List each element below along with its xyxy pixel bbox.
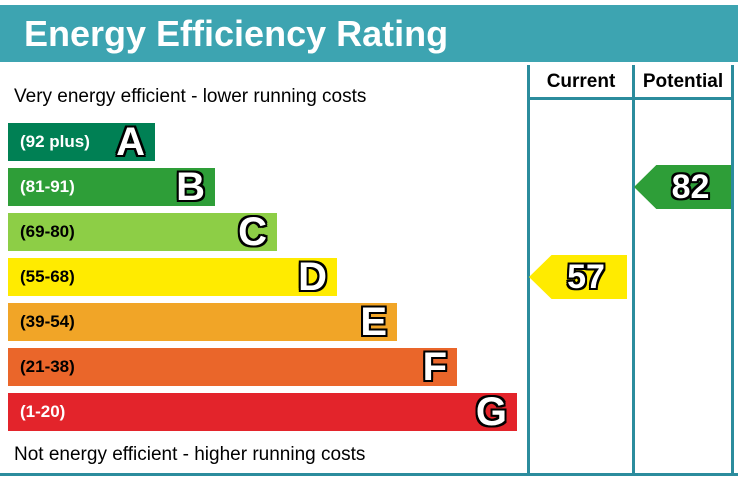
- current-column-header: Current: [546, 71, 616, 92]
- band-row-e: (39-54) E: [8, 300, 397, 344]
- current-rating-arrow: 57: [529, 255, 627, 299]
- band-row-c: (69-80) C: [8, 210, 277, 254]
- table-border-bottom: [0, 473, 738, 476]
- band-row-a: (92 plus) A: [8, 120, 155, 164]
- table-border-right: [731, 65, 734, 473]
- potential-rating-value: 82: [671, 167, 710, 206]
- band-letter: D: [298, 255, 327, 299]
- band-row-d: (55-68) D: [8, 255, 337, 299]
- band-row-g: (1-20) G: [8, 390, 517, 434]
- table-border-left: [527, 65, 530, 473]
- band-range-label: (1-20): [20, 402, 66, 421]
- band-range-label: (92 plus): [20, 132, 90, 151]
- band-range-label: (69-80): [20, 222, 75, 241]
- band-letter: A: [116, 120, 145, 164]
- chart-title: Energy Efficiency Rating: [24, 12, 449, 54]
- bottom-note: Not energy efficient - higher running co…: [14, 444, 366, 465]
- band-letter: F: [422, 345, 447, 389]
- band-range-label: (81-91): [20, 177, 75, 196]
- potential-rating-arrow: 82: [634, 165, 731, 209]
- band-letter: G: [475, 390, 507, 434]
- table-border-middle: [632, 65, 635, 473]
- band-letter: E: [360, 300, 387, 344]
- chart-title-bar: Energy Efficiency Rating: [0, 5, 738, 62]
- band-range-label: (21-38): [20, 357, 75, 376]
- band-row-b: (81-91) B: [8, 165, 215, 209]
- band-letter: C: [238, 210, 267, 254]
- band-range-label: (39-54): [20, 312, 75, 331]
- top-note: Very energy efficient - lower running co…: [14, 86, 367, 107]
- band-row-f: (21-38) F: [8, 345, 457, 389]
- current-rating-value: 57: [567, 257, 605, 296]
- band-range-label: (55-68): [20, 267, 75, 286]
- potential-column-header: Potential: [642, 71, 724, 92]
- table-header-underline: [527, 97, 734, 100]
- band-letter: B: [176, 165, 205, 209]
